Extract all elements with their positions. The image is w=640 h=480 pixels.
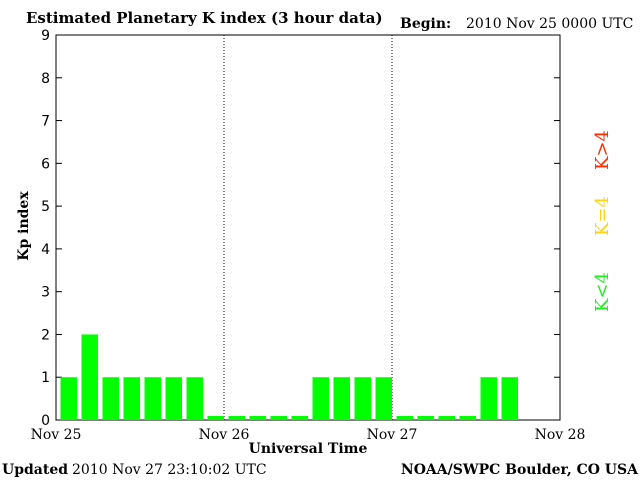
begin-label: Begin: [400,16,451,32]
updated-value: 2010 Nov 27 23:10:02 UTC [72,462,267,478]
kp-bar [417,416,434,420]
kp-bar [333,377,350,420]
y-tick-label: 1 [41,370,50,386]
kp-bar [270,416,287,420]
x-tick-label: Nov 26 [199,427,250,443]
source-credit: NOAA/SWPC Boulder, CO USA [401,462,639,478]
kp-bar [480,377,497,420]
kp-bar [60,377,77,420]
y-tick-label: 2 [41,327,50,343]
y-tick-label: 0 [41,413,50,429]
y-tick-label: 8 [41,71,50,87]
kp-bar [354,377,371,420]
kp-bar [144,377,161,420]
y-tick-label: 9 [41,28,50,44]
kp-bar [501,377,518,420]
kp-bar [123,377,140,420]
kp-bar [165,377,182,420]
chart-title: Estimated Planetary K index (3 hour data… [26,9,383,27]
legend-k-equals-4: K=4 [592,196,613,236]
legend-k-greater-than-4: K>4 [592,130,613,170]
kp-bar [396,416,413,420]
kp-bar [81,334,98,420]
kp-bar [228,416,245,420]
y-tick-label: 3 [41,285,50,301]
y-tick-label: 7 [41,114,50,130]
kp-bar [375,377,392,420]
kp-bar [249,416,266,420]
y-axis-label: Kp index [16,191,32,261]
x-tick-label: Nov 28 [535,427,586,443]
y-tick-label: 4 [41,242,50,258]
kp-bar [438,416,455,420]
x-tick-label: Nov 25 [31,427,82,443]
kp-bar [312,377,329,420]
y-tick-label: 5 [41,199,50,215]
plot-frame [55,34,561,421]
kp-bar [459,416,476,420]
kp-bar [102,377,119,420]
kp-bar [207,416,224,420]
kp-bar [186,377,203,420]
begin-value: 2010 Nov 25 0000 UTC [466,16,633,32]
y-tick-label: 6 [41,156,50,172]
updated-label: Updated [2,462,68,478]
legend-k-less-than-4: K<4 [592,272,613,312]
x-axis-label: Universal Time [249,441,368,457]
x-tick-label: Nov 27 [367,427,418,443]
plot-area: 0 1 2 3 4 5 6 7 8 9 Nov 25 Nov 26 Nov 27 Nov 28 [31,28,586,443]
kp-bar [291,416,308,420]
